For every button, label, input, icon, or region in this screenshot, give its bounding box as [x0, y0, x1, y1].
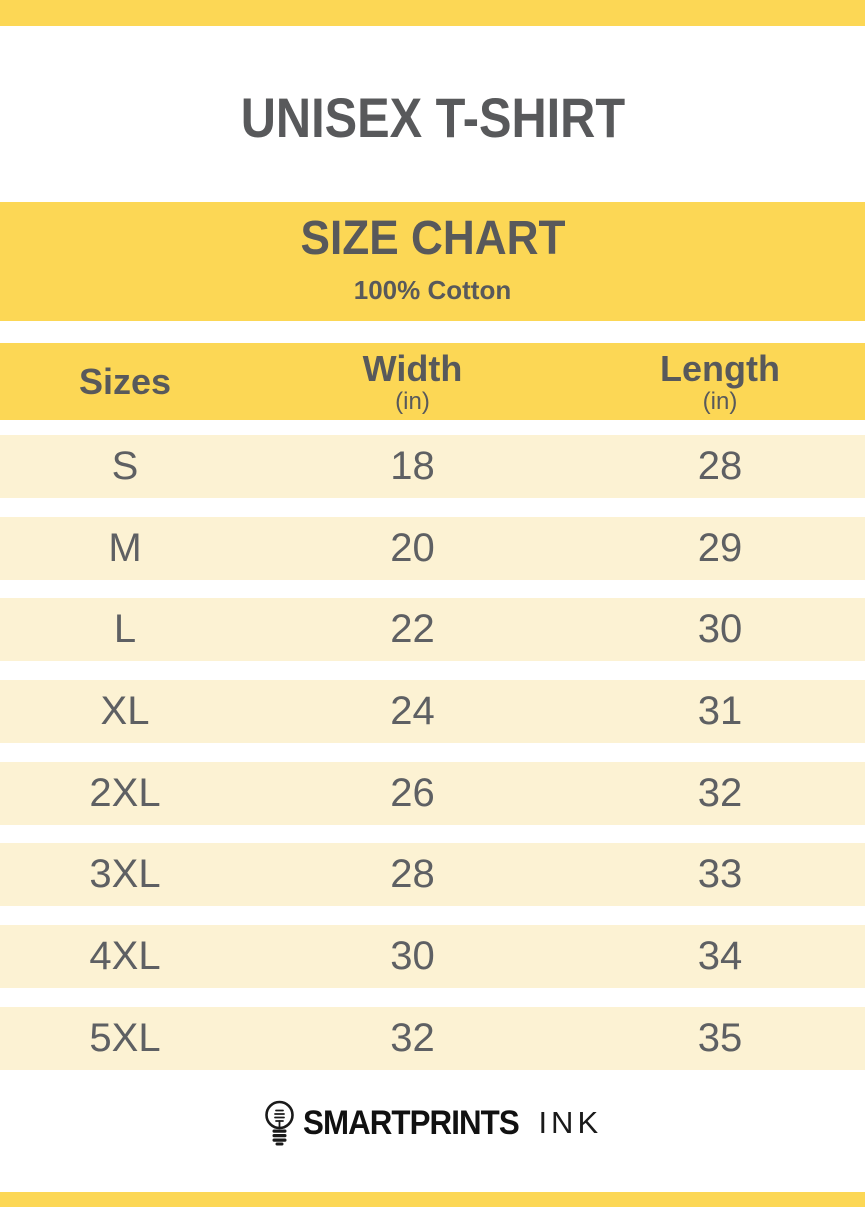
length-cell: 33 [697, 852, 743, 896]
banner-title: SIZE CHART [0, 213, 865, 265]
table-row-3xl: 3XL 28 33 [0, 843, 865, 906]
brand-logo: SMARTPRINTS INK [0, 1099, 865, 1147]
width-cell: 26 [390, 771, 435, 815]
length-cell: 29 [697, 526, 743, 570]
table-row-l: L 22 30 [0, 598, 865, 661]
length-cell: 30 [697, 607, 743, 651]
width-cell: 18 [390, 444, 435, 488]
size-cell: L [113, 607, 137, 651]
size-cell: 5XL [89, 1016, 161, 1060]
column-header-length-unit: (in) [702, 387, 738, 415]
width-cell: 24 [390, 689, 435, 733]
size-cell: M [108, 526, 142, 570]
width-cell: 20 [390, 526, 435, 570]
length-cell: 31 [697, 689, 743, 733]
length-cell: 34 [697, 934, 743, 978]
width-cell: 30 [390, 934, 435, 978]
length-cell: 35 [697, 1016, 743, 1060]
column-header-length-label: Length [660, 347, 780, 389]
bottom-accent-bar [0, 1192, 865, 1207]
length-cell: 32 [697, 771, 743, 815]
product-title: UNISEX T-SHIRT [0, 86, 865, 150]
table-row-m: M 20 29 [0, 517, 865, 580]
column-header-sizes: Sizes [0, 343, 250, 420]
width-cell: 28 [390, 852, 435, 896]
column-header-width: Width (in) [250, 343, 575, 420]
size-cell: 4XL [89, 934, 161, 978]
table-row-2xl: 2XL 26 32 [0, 762, 865, 825]
width-cell: 32 [390, 1016, 435, 1060]
column-header-sizes-label: Sizes [78, 360, 172, 402]
brand-name-primary: SMARTPRINTS [302, 1103, 520, 1142]
size-cell: 3XL [89, 852, 161, 896]
table-row-s: S 18 28 [0, 435, 865, 498]
size-cell: S [111, 444, 139, 488]
table-row-5xl: 5XL 32 35 [0, 1007, 865, 1070]
banner-subtitle: 100% Cotton [353, 275, 512, 305]
lightbulb-icon [265, 1100, 294, 1146]
column-header-width-label: Width [362, 347, 463, 389]
width-cell: 22 [390, 607, 435, 651]
table-row-xl: XL 24 31 [0, 680, 865, 743]
size-cell: 2XL [89, 771, 161, 815]
column-header-length: Length (in) [575, 343, 865, 420]
table-row-4xl: 4XL 30 34 [0, 925, 865, 988]
top-accent-bar [0, 0, 865, 26]
column-header-width-unit: (in) [395, 387, 430, 415]
size-cell: XL [100, 689, 150, 733]
size-chart-banner: SIZE CHART 100% Cotton [0, 202, 865, 321]
brand-name-secondary: INK [538, 1105, 603, 1140]
product-title-text: UNISEX T-SHIRT [240, 86, 625, 149]
length-cell: 28 [697, 444, 743, 488]
table-header-row: Sizes Width (in) Length (in) [0, 343, 865, 420]
banner-title-text: SIZE CHART [300, 212, 565, 265]
